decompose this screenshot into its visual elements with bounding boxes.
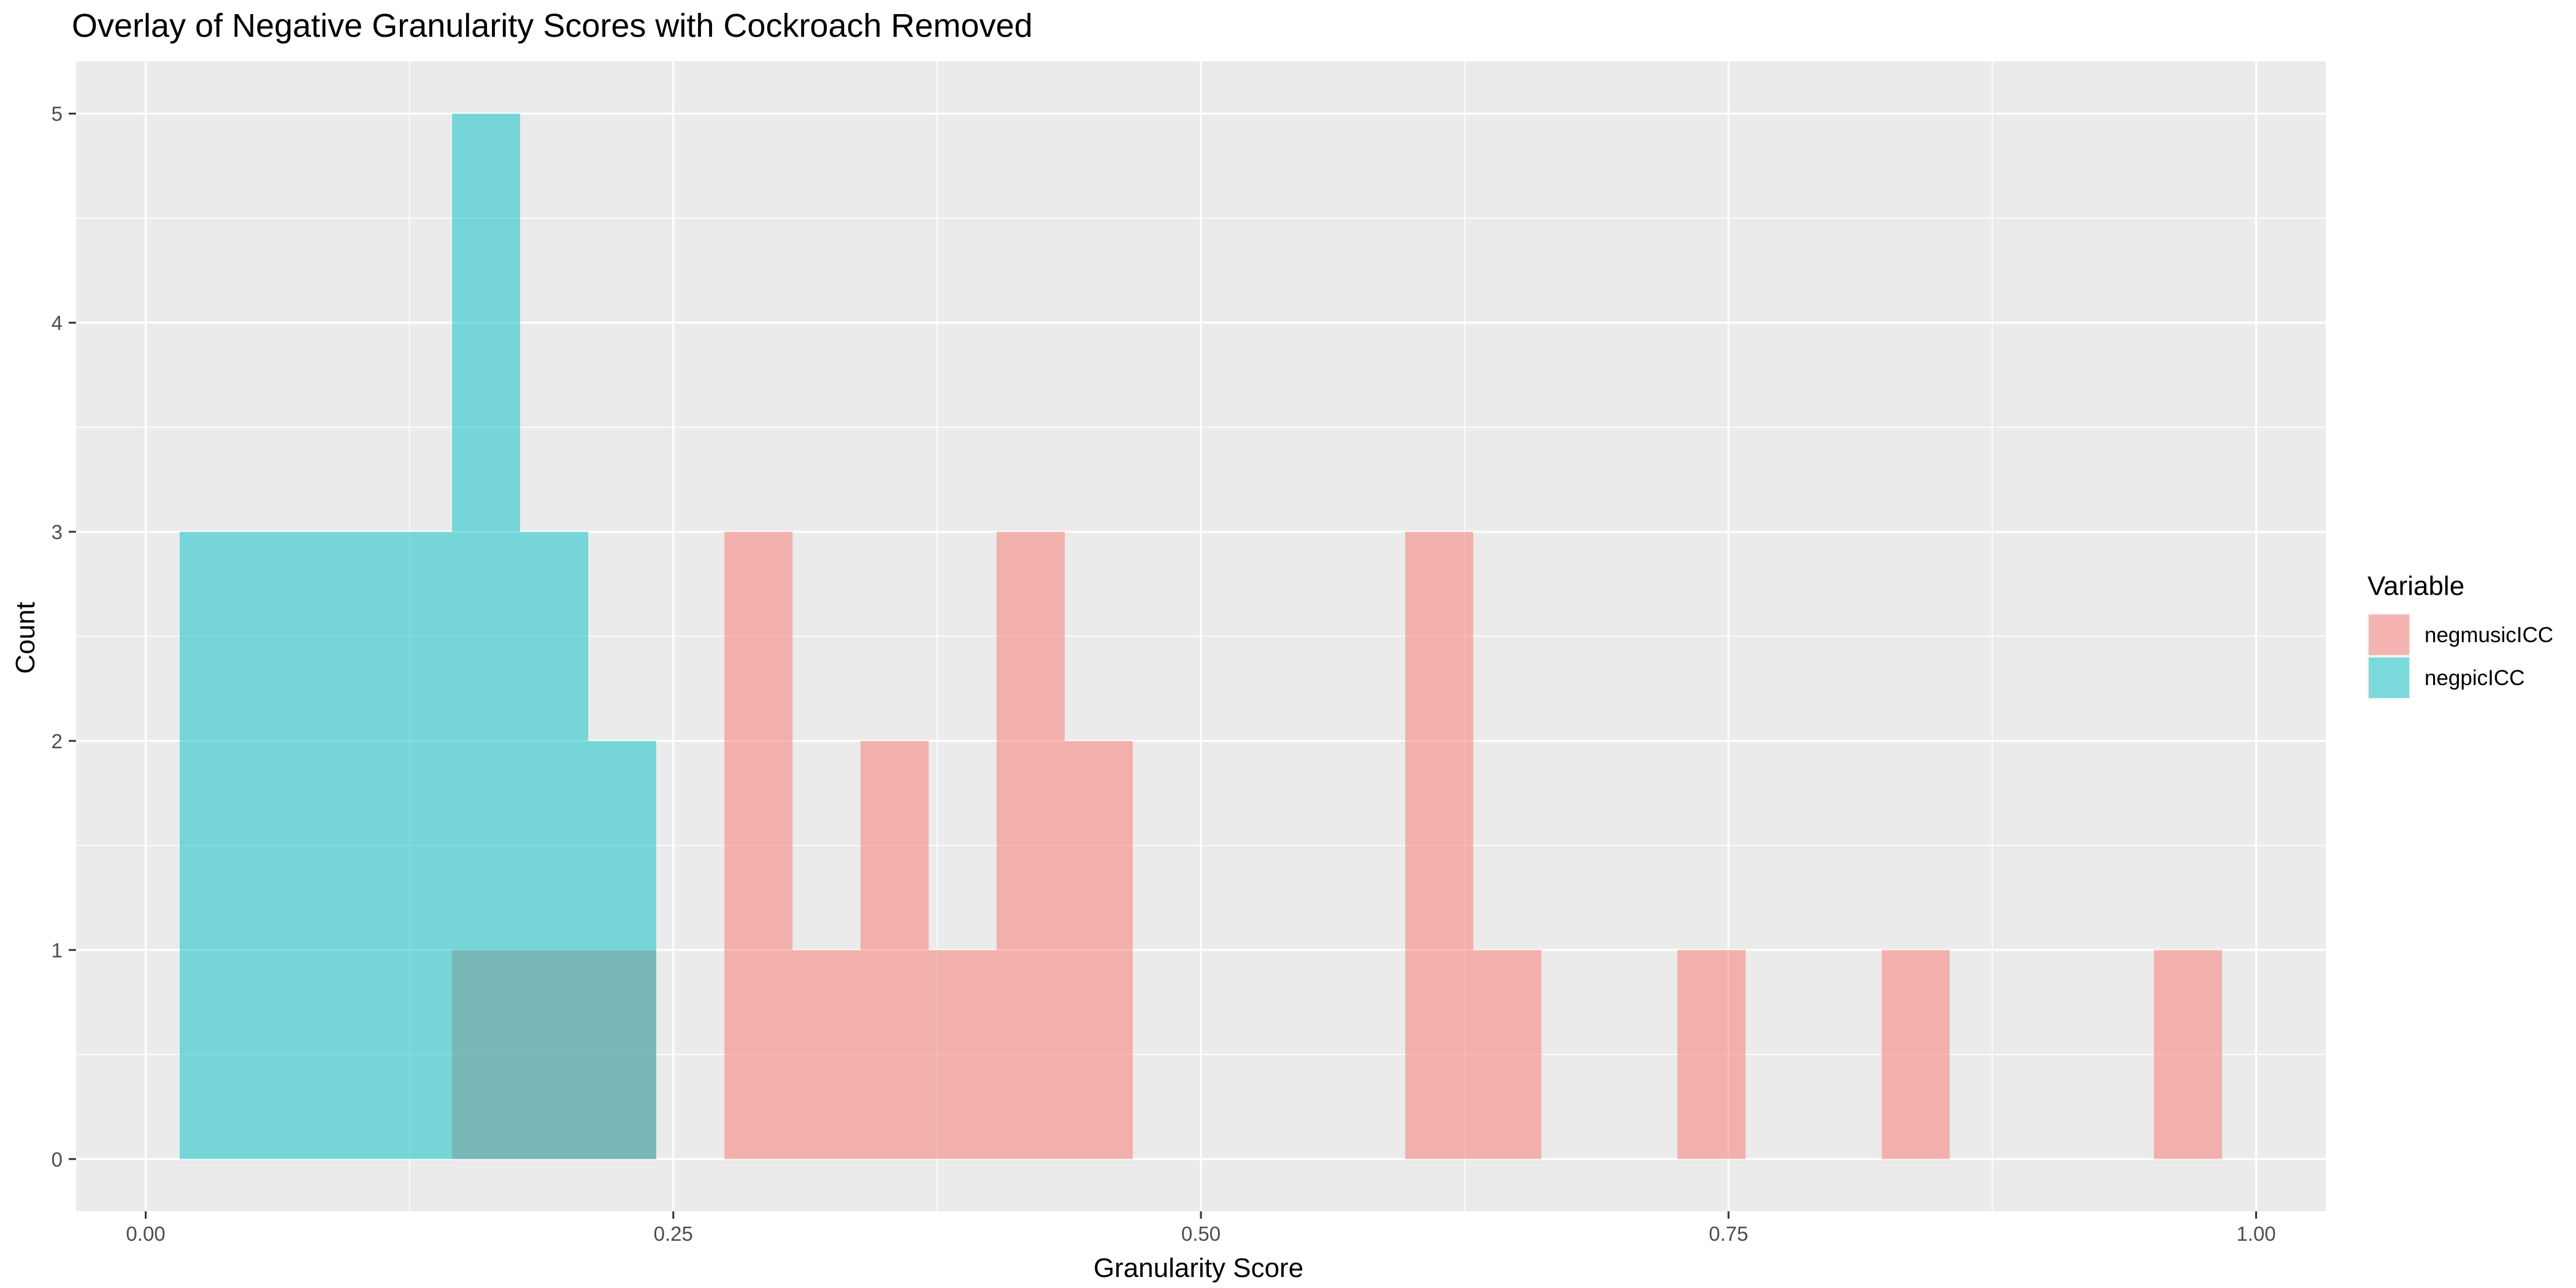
- legend-item: negpicICC: [2367, 656, 2524, 699]
- y-tick-label: 1: [52, 939, 63, 962]
- x-tick-label: 0.00: [126, 1222, 165, 1245]
- histogram-bar: [724, 532, 793, 1159]
- y-tick-label: 0: [52, 1148, 63, 1171]
- histogram-bar: [1677, 949, 1746, 1159]
- chart-title: Overlay of Negative Granularity Scores w…: [72, 7, 1033, 44]
- x-tick-label: 0.75: [1709, 1222, 1748, 1245]
- histogram-bar: [2153, 949, 2223, 1159]
- histogram-bar: [248, 532, 316, 1159]
- legend-label: negmusicICC: [2425, 623, 2553, 647]
- histogram-bar: [519, 532, 589, 1159]
- histogram-bar: [1473, 949, 1542, 1159]
- x-tick-label: 0.50: [1181, 1222, 1221, 1245]
- x-axis-title: Granularity Score: [1094, 1253, 1303, 1283]
- histogram-bar: [384, 532, 453, 1159]
- x-tick-label: 0.25: [654, 1222, 693, 1245]
- histogram-bar: [792, 949, 861, 1159]
- histogram-bar: [1065, 740, 1133, 1159]
- legend-label: negpicICC: [2425, 666, 2524, 690]
- y-tick-label: 5: [52, 102, 63, 125]
- y-tick-label: 3: [52, 521, 63, 543]
- histogram-bars: [179, 113, 2223, 1159]
- y-axis: 0 1 2 3 4 5: [52, 102, 76, 1171]
- histogram-bar: [860, 740, 929, 1159]
- histogram-bar: [315, 532, 385, 1159]
- histogram-bar: [179, 532, 248, 1159]
- histogram-bar: [1882, 949, 1950, 1159]
- histogram-bar: [452, 113, 520, 1159]
- legend-swatch: [2369, 657, 2409, 698]
- histogram-bar: [588, 740, 656, 1159]
- legend-title: Variable: [2367, 571, 2464, 601]
- y-tick-label: 4: [52, 312, 63, 334]
- legend-item: negmusicICC: [2367, 613, 2553, 656]
- y-axis-title: Count: [10, 602, 40, 673]
- histogram-bar: [996, 532, 1065, 1159]
- x-axis: 0.00 0.25 0.50 0.75 1.00: [126, 1211, 2276, 1245]
- x-tick-label: 1.00: [2236, 1222, 2275, 1245]
- histogram-bar: [1405, 532, 1473, 1159]
- legend: Variable negmusicICC negpicICC: [2367, 571, 2553, 699]
- y-tick-label: 2: [52, 730, 63, 753]
- legend-swatch: [2369, 615, 2409, 655]
- histogram-bar: [929, 949, 997, 1159]
- series-negpicICC: [179, 113, 656, 1159]
